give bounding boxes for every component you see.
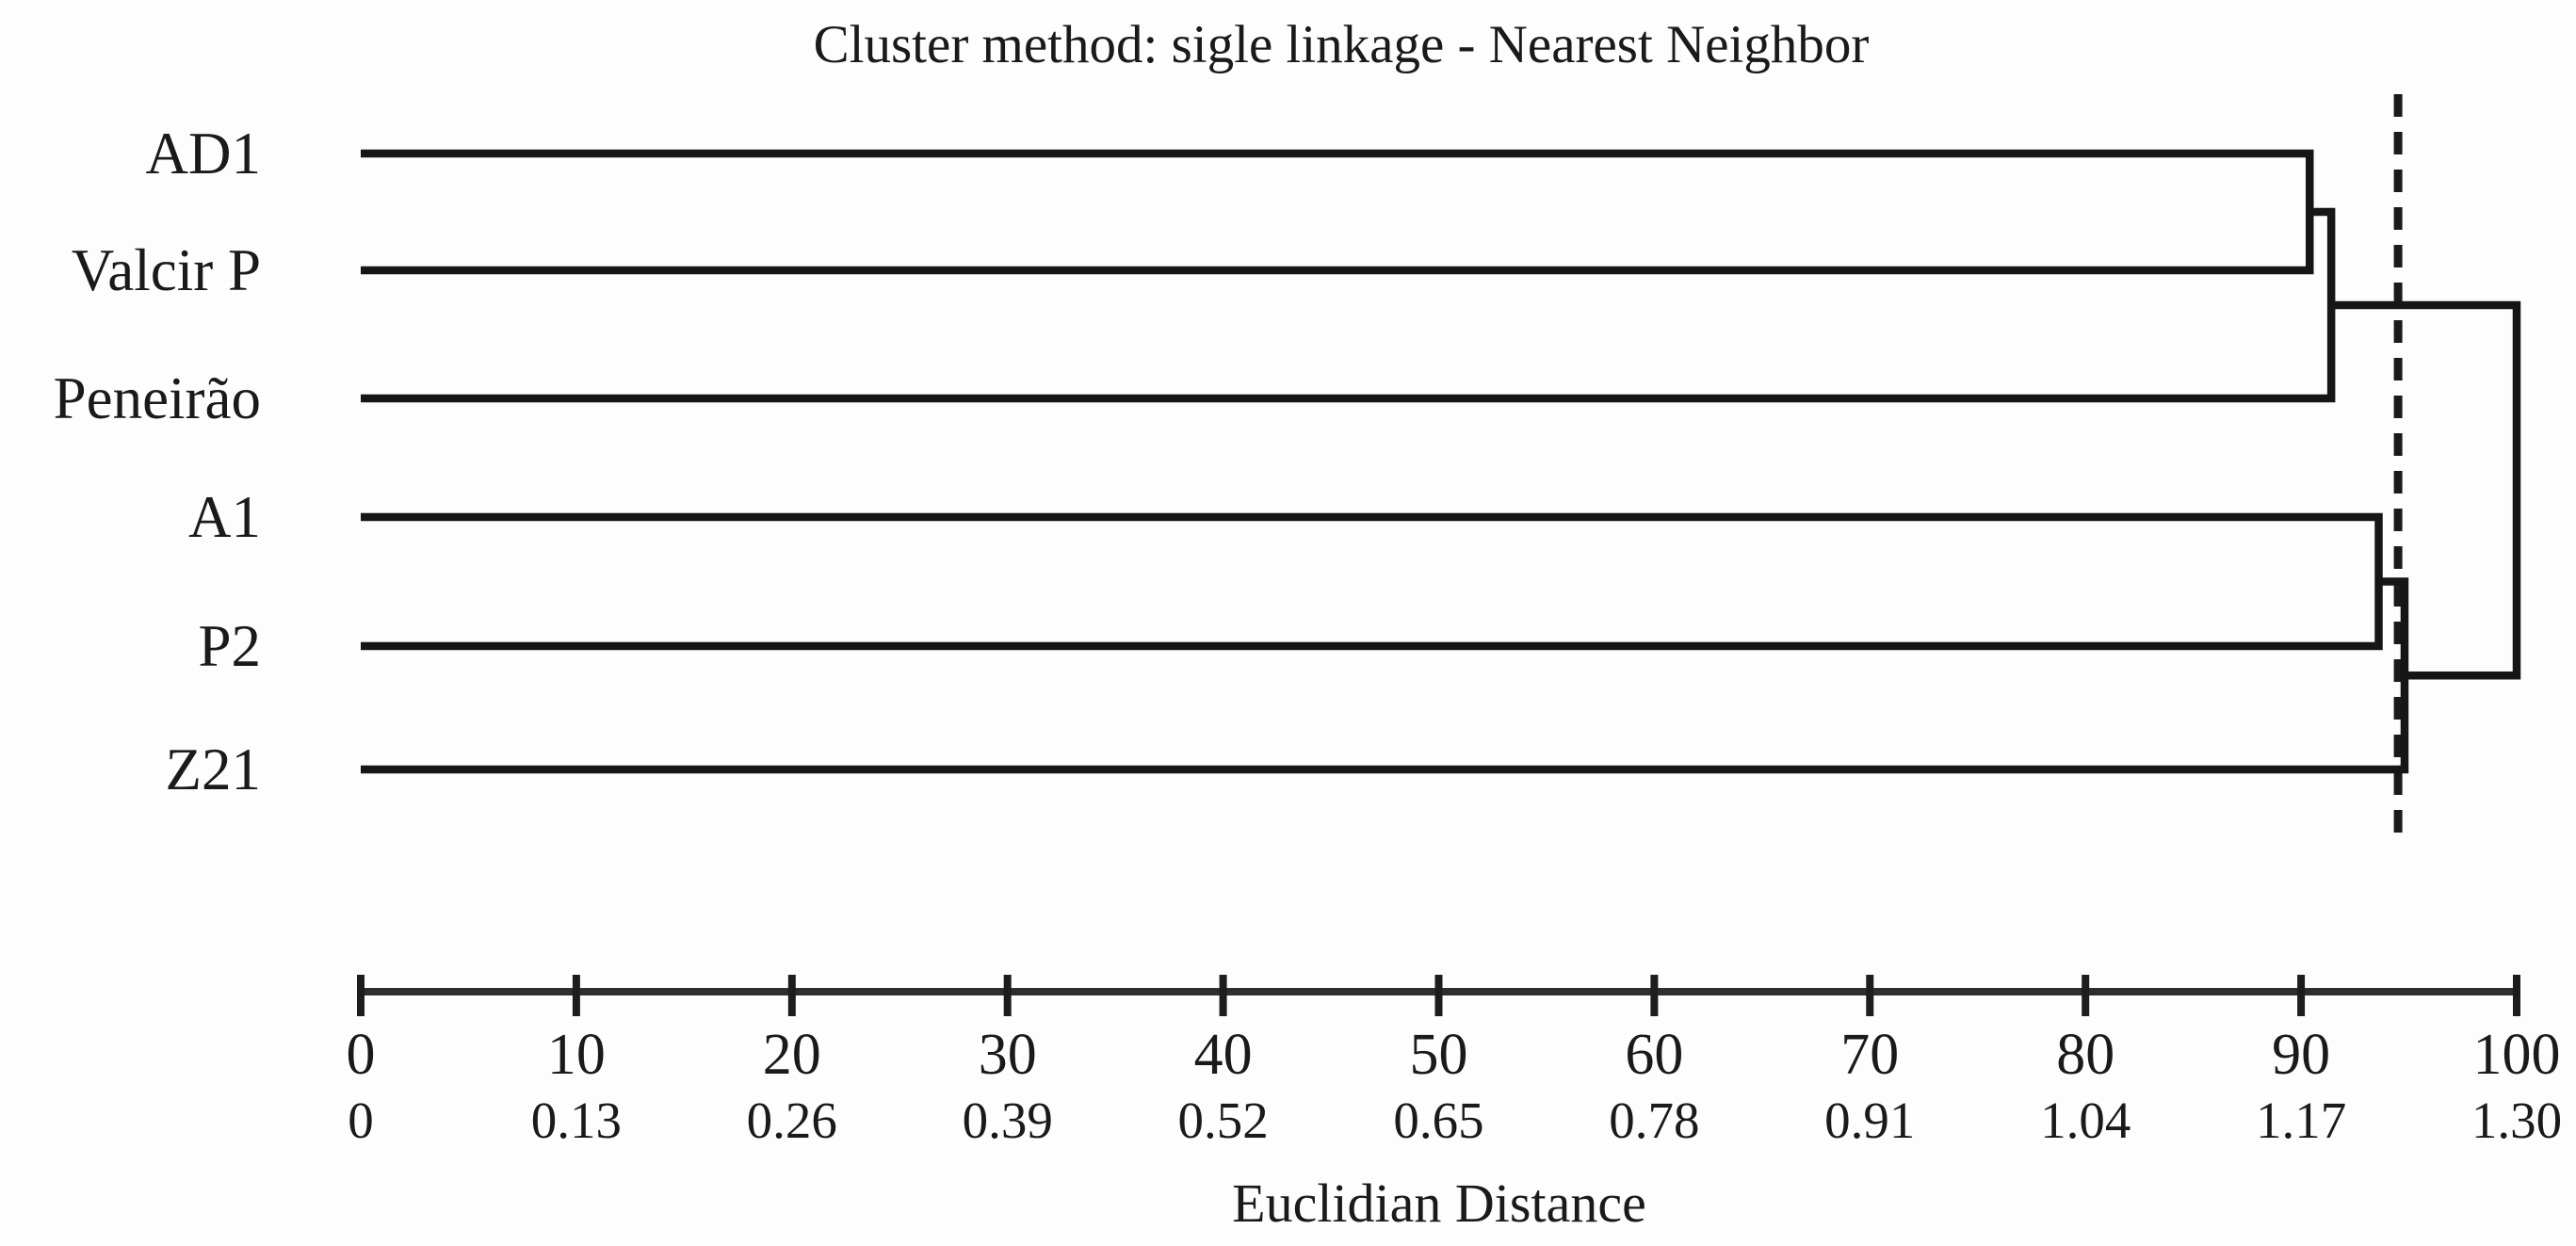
dendrogram-link [361, 577, 2409, 774]
x-axis-tick-label-secondary: 0.78 [1609, 1092, 1699, 1149]
x-axis-tick-label-secondary: 0.13 [531, 1092, 622, 1149]
x-axis-tick-label-primary: 70 [1840, 1023, 1899, 1087]
dendrogram-link [361, 512, 2383, 651]
x-axis-tick-label-secondary: 1.17 [2256, 1092, 2346, 1149]
x-axis-tick-label-secondary: 0.52 [1177, 1092, 1268, 1149]
x-axis-tick-label-primary: 50 [1410, 1023, 1468, 1087]
x-axis-tick-label-primary: 80 [2056, 1023, 2114, 1087]
x-axis-tick-label-primary: 100 [2473, 1023, 2561, 1087]
leaf-label: A1 [188, 484, 261, 550]
x-axis-tick-label-secondary: 1.04 [2040, 1092, 2130, 1149]
x-axis-tick-label-secondary: 0 [348, 1092, 374, 1149]
dendrogram-link [2331, 300, 2521, 680]
chart-title: Cluster method: sigle linkage - Nearest … [814, 15, 1870, 74]
dendrogram-link [361, 149, 2314, 275]
x-axis-tick-label-secondary: 0.39 [963, 1092, 1053, 1149]
leaf-label: Z21 [166, 736, 261, 802]
leaf-label: Peneirão [54, 365, 261, 431]
x-axis-tick-label-primary: 20 [763, 1023, 821, 1087]
x-axis-tick-label-secondary: 0.65 [1393, 1092, 1483, 1149]
dendrogram-link [361, 207, 2336, 403]
x-axis-tick-label-secondary: 1.30 [2471, 1092, 2562, 1149]
leaf-label: P2 [198, 613, 261, 679]
leaf-label: AD1 [146, 121, 262, 186]
x-axis-tick-label-secondary: 0.26 [747, 1092, 837, 1149]
x-axis-tick-label-primary: 60 [1625, 1023, 1683, 1087]
x-axis-tick-label-secondary: 0.91 [1824, 1092, 1915, 1149]
x-axis-tick-label-primary: 90 [2272, 1023, 2330, 1087]
x-axis-title: Euclidian Distance [1232, 1173, 1646, 1234]
x-axis-tick-label-primary: 30 [979, 1023, 1037, 1087]
x-axis-tick-label-primary: 40 [1194, 1023, 1253, 1087]
x-axis-tick-label-primary: 0 [347, 1023, 376, 1087]
x-axis-tick-label-primary: 10 [547, 1023, 606, 1087]
leaf-label: Valcir P [72, 237, 261, 303]
